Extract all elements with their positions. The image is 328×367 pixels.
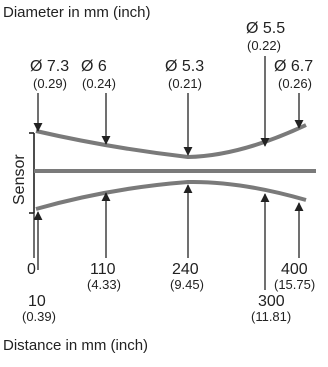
distance-label-110-sub: (4.33) (87, 277, 121, 292)
diameter-label-1-main: Ø 7.3 (30, 58, 69, 75)
beam-lower-edge (35, 179, 307, 211)
diameter-label-5-sub: (0.26) (278, 76, 312, 91)
diameter-label-3: Ø 5.3 (0.21) (165, 58, 204, 91)
diameter-label-5-main: Ø 6.7 (274, 58, 313, 75)
diameter-label-5: Ø 6.7 (0.26) (274, 58, 313, 91)
distance-label-0-main: 0 (27, 261, 36, 278)
diameter-label-2-sub: (0.24) (82, 76, 116, 91)
distance-label-240: 240 (9.45) (170, 261, 204, 292)
distance-label-10-main: 10 (28, 293, 46, 310)
diameter-label-4-sub: (0.22) (247, 38, 281, 53)
diameter-label-4: Ø 5.5 (0.22) (246, 20, 285, 53)
diameter-label-3-main: Ø 5.3 (165, 58, 204, 75)
diameter-label-4-main: Ø 5.5 (246, 20, 285, 37)
distance-label-400-sub: (15.75) (274, 277, 315, 292)
distance-label-300-main: 300 (258, 293, 285, 310)
diameter-label-2-main: Ø 6 (81, 58, 107, 75)
diameter-label-1: Ø 7.3 (0.29) (30, 58, 69, 91)
distance-label-300-sub: (11.81) (251, 309, 291, 324)
diameter-label-1-sub: (0.29) (33, 76, 67, 91)
diameter-label-3-sub: (0.21) (168, 76, 202, 91)
distance-label-110-main: 110 (90, 261, 116, 278)
diagram-title-bottom: Distance in mm (inch) (3, 337, 148, 354)
distance-label-240-sub: (9.45) (170, 277, 204, 292)
sensor-label: Sensor (11, 154, 28, 205)
distance-label-400: 400 (15.75) (274, 261, 315, 292)
distance-label-240-main: 240 (172, 261, 199, 278)
distance-label-400-main: 400 (281, 261, 308, 278)
distance-label-10-sub: (0.39) (22, 309, 56, 324)
diameter-label-2: Ø 6 (0.24) (81, 58, 116, 91)
diagram-title-top: Diameter in mm (inch) (3, 4, 151, 21)
distance-label-10: 10 (0.39) (22, 293, 56, 324)
distance-label-300: 300 (11.81) (251, 293, 291, 324)
distance-label-110: 110 (4.33) (87, 261, 121, 292)
